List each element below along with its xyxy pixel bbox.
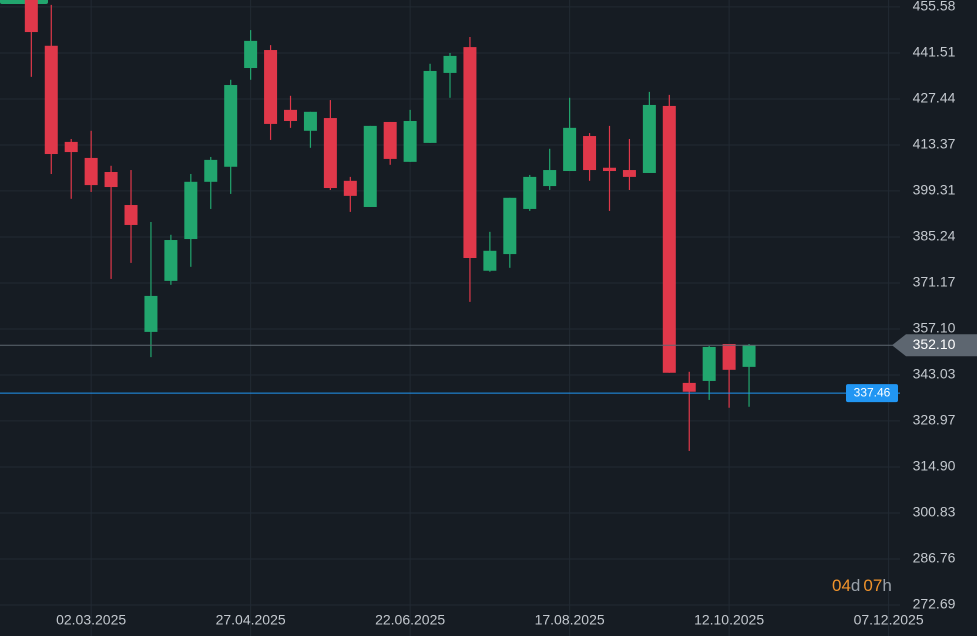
candle-body: [423, 70, 437, 143]
price-label: 352.10: [913, 336, 956, 352]
countdown: 04d 07h: [832, 576, 892, 595]
labels: 455.58 441.51 427.44 413.37 399.31 385.24 371.…: [56, 0, 977, 628]
legend-tag: [0, 0, 48, 4]
candle-body: [622, 170, 636, 177]
x-tick-label: 02.03.2025: [56, 612, 126, 628]
alert-label: 337.46: [854, 385, 891, 399]
candle-body: [403, 120, 417, 162]
x-tick-label: 22.06.2025: [375, 612, 445, 628]
candle-body: [443, 55, 457, 73]
y-tick-label: 357.10: [913, 320, 956, 336]
candle-body: [323, 118, 337, 189]
candle-body: [463, 47, 477, 258]
y-tick-label: 343.03: [913, 366, 956, 382]
candle-body: [104, 171, 118, 188]
countdown-day-unit: d: [851, 576, 860, 595]
candle-body: [523, 176, 537, 209]
candle-body: [702, 346, 716, 381]
y-tick-label: 413.37: [913, 136, 956, 152]
candle-body: [483, 250, 497, 271]
candle-body: [503, 197, 517, 255]
candle-body: [343, 180, 357, 196]
candle-body: [662, 105, 676, 373]
candle-body: [363, 125, 377, 207]
y-tick-label: 385.24: [913, 228, 956, 244]
candle-body: [224, 85, 238, 167]
candle-body: [682, 382, 696, 392]
candle-body: [204, 159, 218, 182]
alert-tag: [846, 384, 898, 403]
candle-body: [244, 40, 258, 69]
candle-body: [184, 181, 198, 240]
x-tick-label: 12.10.2025: [694, 612, 764, 628]
candle-body: [64, 141, 78, 153]
candle-body: [583, 136, 597, 171]
candle-body: [543, 170, 557, 187]
candle-body: [383, 121, 397, 159]
y-tick-label: 455.58: [913, 0, 956, 14]
candle-body: [164, 240, 178, 281]
candle-body: [602, 167, 616, 172]
candle-body: [722, 343, 736, 370]
candle-body: [284, 109, 298, 121]
x-tick-label: 07.12.2025: [854, 612, 924, 628]
candle-body: [303, 111, 317, 131]
candle-body: [24, 0, 38, 33]
y-tick-label: 441.51: [913, 44, 956, 60]
candle-body: [144, 295, 158, 332]
price-tag: [892, 334, 977, 357]
y-tick-label: 300.83: [913, 504, 956, 520]
y-tick-label: 399.31: [913, 182, 956, 198]
candle-body: [124, 205, 138, 225]
y-tick-label: 328.97: [913, 412, 956, 428]
candle-body: [44, 45, 58, 155]
y-tick-label: 286.76: [913, 550, 956, 566]
candle-body: [642, 104, 656, 173]
candle-body: [84, 157, 98, 186]
x-tick-label: 27.04.2025: [216, 612, 286, 628]
y-tick-label: 314.90: [913, 458, 956, 474]
countdown-days: 04: [832, 576, 851, 595]
candle-body: [264, 50, 278, 124]
x-tick-label: 17.08.2025: [535, 612, 605, 628]
candle-body: [742, 345, 756, 367]
y-tick-label: 427.44: [913, 90, 956, 106]
countdown-hour-unit: h: [882, 576, 891, 595]
countdown-hours: 07: [863, 576, 882, 595]
candle-body: [563, 127, 577, 172]
candles: [0, 0, 977, 451]
y-tick-label: 371.17: [913, 274, 956, 290]
y-tick-label: 272.69: [913, 596, 956, 612]
